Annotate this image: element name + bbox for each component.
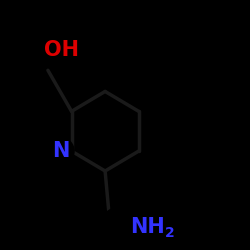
Circle shape <box>38 34 70 66</box>
Text: OH: OH <box>44 40 79 60</box>
Circle shape <box>47 138 74 165</box>
Text: 2: 2 <box>165 226 174 240</box>
Text: NH: NH <box>130 217 165 237</box>
Text: N: N <box>52 141 69 161</box>
Circle shape <box>100 207 140 247</box>
